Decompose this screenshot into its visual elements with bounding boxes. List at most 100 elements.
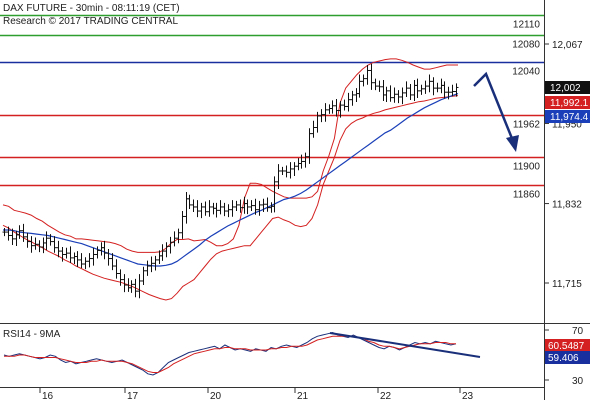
price-bar: [454, 83, 459, 97]
price-bar: [153, 255, 158, 271]
price-panel-bg: [0, 0, 544, 323]
price-bar: [10, 228, 15, 245]
price-bar: [392, 87, 397, 103]
y-tick-label: 11,715: [552, 279, 582, 290]
price-bar: [137, 274, 142, 299]
y-tick-label: 11,950: [552, 119, 582, 130]
price-bar: [377, 80, 382, 92]
price-bar: [365, 65, 370, 85]
price-bar: [342, 99, 347, 111]
x-tick-label: 20: [210, 391, 222, 400]
x-tick-label: 16: [42, 391, 54, 400]
price-bar: [33, 237, 38, 250]
price-bar: [350, 90, 355, 106]
price-bar: [203, 201, 208, 216]
price-bar: [226, 204, 231, 218]
price-bar: [141, 266, 146, 286]
price-bar: [261, 198, 266, 213]
price-bar: [95, 246, 100, 259]
instrument-title: DAX FUTURE - 30min - 08:11:19 (CET): [3, 3, 180, 14]
rsi-panel: RSI14 - 9MA: [0, 323, 590, 376]
price-bar: [133, 278, 138, 298]
price-bar: [172, 231, 177, 247]
price-bar: [257, 200, 262, 216]
rsi-tick-label: 70: [572, 326, 584, 337]
x-tick-label: 21: [297, 391, 309, 400]
price-bar: [160, 244, 165, 261]
price-bar: [87, 253, 92, 268]
rsi-tick-label: 30: [572, 376, 584, 387]
price-bar: [272, 176, 277, 213]
price-bar: [450, 84, 455, 97]
price-tag-label: 11,992.1: [550, 98, 589, 109]
price-bar: [207, 200, 212, 217]
price-bar: [238, 199, 243, 213]
price-bar: [176, 228, 181, 244]
price-bar: [214, 202, 219, 218]
price-bar: [334, 98, 339, 117]
price-bar: [56, 240, 61, 258]
price-bar: [218, 200, 223, 215]
price-bar: [149, 256, 154, 273]
price-bar: [357, 74, 362, 98]
price-bar: [292, 162, 297, 177]
price-bar: [199, 202, 204, 219]
price-bar: [307, 128, 312, 164]
bollinger-lower: [2, 95, 459, 301]
horizontal-levels: 12110 12080 12040 11962 11900 11860: [0, 14, 544, 201]
price-bar: [446, 86, 451, 100]
price-panel: 12110 12080 12040 11962 11900 11860 DAX FUTUR…: [0, 0, 544, 323]
price-bar: [83, 257, 88, 270]
price-bar: [129, 280, 134, 293]
level-label-12040: 12040: [512, 67, 540, 78]
price-bar: [64, 247, 69, 259]
price-bars: [2, 63, 459, 299]
level-label-11900: 11900: [513, 162, 541, 173]
price-bar: [315, 111, 320, 133]
x-tick-label: 17: [127, 391, 139, 400]
price-bar: [419, 84, 424, 95]
price-bar: [388, 85, 393, 102]
price-bar: [230, 200, 235, 217]
price-bar: [106, 249, 111, 266]
forecast-arrow: [473, 71, 519, 152]
price-tag-bg: [545, 81, 590, 94]
price-bar: [21, 223, 26, 242]
y-tick-label: 11,832: [552, 200, 582, 211]
price-bar: [102, 240, 107, 260]
price-bar: [415, 78, 420, 98]
price-bar: [373, 78, 378, 91]
price-bar: [384, 86, 389, 103]
forecast-arrowhead: [506, 135, 519, 152]
price-bar: [435, 82, 440, 93]
level-label-11860: 11860: [513, 190, 541, 201]
price-y-ticks: 12,067 11,950 11,832 11,715: [544, 40, 583, 290]
price-bar: [168, 236, 173, 254]
price-bar: [361, 74, 366, 87]
rsi-tag-bg: [545, 351, 590, 364]
price-bar: [400, 87, 405, 105]
price-bar: [110, 253, 115, 271]
price-bar: [187, 194, 192, 209]
price-bar: [427, 74, 432, 93]
price-bar: [276, 164, 281, 189]
price-bar: [253, 198, 258, 215]
price-bar: [25, 232, 30, 248]
price-bar: [52, 236, 57, 253]
bollinger-upper: [2, 58, 458, 253]
price-bar: [91, 247, 96, 266]
price-bar: [234, 200, 239, 212]
price-bar: [75, 251, 80, 268]
price-bar: [79, 253, 84, 269]
rsi-series-1: [4, 335, 456, 373]
price-bar: [442, 81, 447, 99]
price-bar: [323, 103, 328, 122]
price-bar: [195, 200, 200, 218]
price-bar: [404, 81, 409, 97]
price-bar: [299, 154, 304, 169]
price-bar: [319, 109, 324, 123]
y-tick-label: 12,067: [552, 40, 583, 51]
price-bar: [369, 63, 374, 90]
price-bar: [114, 259, 119, 279]
